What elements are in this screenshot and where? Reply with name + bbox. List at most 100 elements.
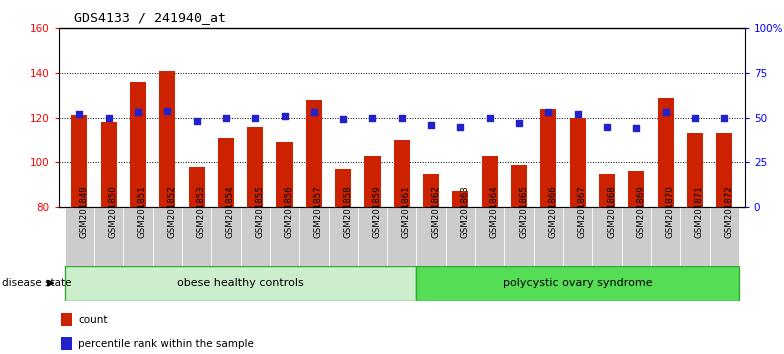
Point	[103, 115, 115, 121]
Point	[630, 126, 643, 131]
Bar	[622, 207, 651, 266]
Bar	[423, 173, 439, 207]
Text: GSM201854: GSM201854	[226, 185, 235, 238]
Text: GSM201869: GSM201869	[637, 185, 645, 238]
Text: GSM201866: GSM201866	[548, 185, 557, 238]
Point	[278, 113, 291, 119]
Text: GSM201855: GSM201855	[256, 185, 264, 238]
Bar	[452, 192, 469, 207]
Text: GSM201864: GSM201864	[490, 185, 499, 238]
Text: GSM201853: GSM201853	[197, 185, 205, 238]
Point	[132, 109, 144, 115]
Bar	[481, 156, 498, 207]
Bar	[570, 118, 586, 207]
Bar	[540, 109, 557, 207]
Text: count: count	[78, 315, 108, 325]
Point	[366, 115, 379, 121]
Text: GSM201852: GSM201852	[167, 185, 176, 238]
Text: GSM201858: GSM201858	[343, 185, 352, 238]
Point	[220, 115, 232, 121]
Text: GSM201849: GSM201849	[79, 185, 89, 238]
Point	[307, 109, 320, 115]
Point	[718, 115, 731, 121]
Bar	[387, 207, 416, 266]
Bar	[64, 207, 94, 266]
Point	[601, 124, 613, 130]
Text: GSM201859: GSM201859	[372, 185, 382, 238]
Point	[542, 109, 554, 115]
Point	[73, 111, 85, 117]
Point	[161, 108, 173, 113]
Bar	[123, 207, 153, 266]
Bar	[247, 127, 263, 207]
Bar	[563, 207, 593, 266]
Text: GSM201862: GSM201862	[431, 185, 440, 238]
Bar	[71, 115, 87, 207]
Text: GSM201850: GSM201850	[109, 185, 118, 238]
Bar	[717, 133, 732, 207]
Bar	[394, 140, 410, 207]
Text: GSM201856: GSM201856	[285, 185, 293, 238]
Point	[572, 111, 584, 117]
Bar	[241, 207, 270, 266]
Text: GSM201870: GSM201870	[666, 185, 675, 238]
Bar	[188, 167, 205, 207]
Bar	[130, 82, 146, 207]
Bar	[446, 207, 475, 266]
Point	[337, 117, 350, 122]
Bar	[306, 100, 322, 207]
Bar	[182, 207, 211, 266]
Text: disease state: disease state	[2, 278, 71, 288]
Bar	[100, 122, 117, 207]
Bar	[270, 207, 299, 266]
Text: GSM201851: GSM201851	[138, 185, 147, 238]
Bar	[64, 266, 416, 301]
Bar	[299, 207, 328, 266]
Bar	[504, 207, 534, 266]
Bar	[328, 207, 358, 266]
Text: percentile rank within the sample: percentile rank within the sample	[78, 338, 254, 349]
Point	[249, 115, 262, 121]
Text: obese healthy controls: obese healthy controls	[177, 278, 304, 288]
Point	[688, 115, 701, 121]
Bar	[365, 156, 380, 207]
Point	[659, 109, 672, 115]
Text: GSM201861: GSM201861	[401, 185, 411, 238]
Bar	[593, 207, 622, 266]
Bar	[94, 207, 123, 266]
Bar	[628, 171, 644, 207]
Bar	[159, 71, 176, 207]
Text: polycystic ovary syndrome: polycystic ovary syndrome	[503, 278, 652, 288]
Text: GSM201865: GSM201865	[519, 185, 528, 238]
Bar	[511, 165, 527, 207]
Point	[513, 120, 525, 126]
Bar	[60, 337, 71, 350]
Text: GDS4133 / 241940_at: GDS4133 / 241940_at	[74, 11, 227, 24]
Bar	[416, 266, 739, 301]
Text: GSM201872: GSM201872	[724, 185, 733, 238]
Point	[395, 115, 408, 121]
Point	[425, 122, 437, 128]
Bar	[475, 207, 504, 266]
Bar	[599, 173, 615, 207]
Bar	[416, 207, 446, 266]
Bar	[687, 133, 703, 207]
Bar	[710, 207, 739, 266]
Text: GSM201868: GSM201868	[607, 185, 616, 238]
Text: GSM201857: GSM201857	[314, 185, 323, 238]
Bar	[60, 313, 71, 326]
Text: GSM201867: GSM201867	[578, 185, 586, 238]
Bar	[153, 207, 182, 266]
Bar	[218, 138, 234, 207]
Bar	[651, 207, 681, 266]
Bar	[277, 142, 292, 207]
Bar	[658, 98, 673, 207]
Point	[454, 124, 466, 130]
Text: GSM201871: GSM201871	[695, 185, 704, 238]
Point	[191, 119, 203, 124]
Bar	[211, 207, 241, 266]
Bar	[335, 169, 351, 207]
Bar	[534, 207, 563, 266]
Bar	[681, 207, 710, 266]
Text: GSM201863: GSM201863	[460, 185, 470, 238]
